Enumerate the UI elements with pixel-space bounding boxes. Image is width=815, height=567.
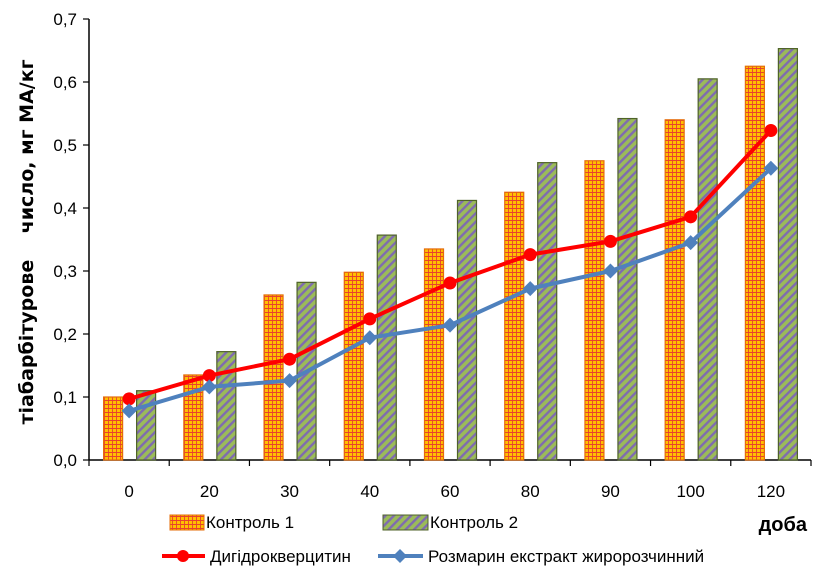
x-tick-label: 90 <box>601 482 620 501</box>
bar-control1 <box>664 119 685 461</box>
legend-item-dihydroquercetin: Дигідрокверцитин <box>162 547 351 566</box>
point-dihydroquercetin <box>523 248 537 262</box>
bar-control2 <box>777 48 798 461</box>
legend-label-control2: Контроль 2 <box>430 513 518 532</box>
y-tick-label: 0,1 <box>53 388 77 407</box>
x-ticks: 0 20 30 40 60 80 90 100 120 <box>88 460 812 501</box>
bar-control1 <box>423 248 445 461</box>
point-dihydroquercetin <box>684 210 698 224</box>
point-rosemary <box>201 379 217 395</box>
bar-control2 <box>537 162 558 461</box>
bars <box>103 48 798 461</box>
bar-control2 <box>617 117 638 461</box>
bar-control2 <box>216 351 237 461</box>
y-tick-label: 0,6 <box>53 73 77 92</box>
bar-control2 <box>136 390 157 461</box>
legend-item-control1: Контроль 1 <box>169 513 294 532</box>
point-dihydroquercetin <box>122 392 136 406</box>
y-tick-label: 0,3 <box>53 262 77 281</box>
point-rosemary <box>362 330 378 346</box>
x-tick-label: 80 <box>521 482 540 501</box>
x-tick-label: 60 <box>441 482 460 501</box>
x-tick-label: 0 <box>124 482 133 501</box>
point-dihydroquercetin <box>443 276 457 290</box>
point-dihydroquercetin <box>603 234 617 248</box>
bar-control2 <box>697 78 718 461</box>
point-rosemary <box>121 403 137 419</box>
x-tick-label: 30 <box>280 482 299 501</box>
legend-label-control1: Контроль 1 <box>206 513 294 532</box>
bar-control1 <box>103 396 124 461</box>
x-tick-label: 100 <box>676 482 704 501</box>
point-rosemary <box>602 263 618 279</box>
legend-marker-rosemary <box>393 549 407 563</box>
point-rosemary <box>683 235 699 251</box>
legend-swatch-control2 <box>382 514 429 531</box>
bar-control2 <box>376 234 397 461</box>
bar-control1 <box>183 374 204 461</box>
bar-control1 <box>584 160 605 461</box>
y-axis-label: тіабарбітурове число, мг МА/кг <box>16 59 38 424</box>
legend-item-rosemary: Розмарин екстракт жиророзчинний <box>378 547 704 566</box>
legend-marker-dihydroquercetin <box>177 550 189 562</box>
bar-control1 <box>744 65 765 461</box>
y-tick-label: 0,0 <box>53 451 77 470</box>
y-tick-label: 0,7 <box>53 10 77 29</box>
legend-label-dihydroquercetin: Дигідрокверцитин <box>210 547 351 566</box>
x-axis-label: доба <box>759 514 808 536</box>
x-tick-label: 120 <box>757 482 785 501</box>
legend-label-rosemary: Розмарин екстракт жиророзчинний <box>428 547 704 566</box>
bar-control1 <box>263 294 284 461</box>
x-tick-label: 20 <box>200 482 219 501</box>
point-dihydroquercetin <box>202 369 216 383</box>
point-rosemary <box>282 373 298 389</box>
point-dihydroquercetin <box>363 312 377 326</box>
point-dihydroquercetin <box>764 124 778 138</box>
legend: Контроль 1 Контроль 2 Дигідрокверцитин Р… <box>162 513 704 566</box>
legend-swatch-control1 <box>169 514 205 531</box>
point-rosemary <box>522 281 538 297</box>
lines <box>121 124 779 419</box>
y-ticks: 0,0 0,1 0,2 0,3 0,4 0,5 0,6 0,7 <box>53 10 89 470</box>
x-tick-label: 40 <box>360 482 379 501</box>
point-dihydroquercetin <box>283 352 297 366</box>
point-rosemary <box>763 160 779 176</box>
legend-item-control2: Контроль 2 <box>382 513 518 532</box>
bar-control2 <box>456 199 478 461</box>
point-rosemary <box>442 317 458 333</box>
axes: 0,0 0,1 0,2 0,3 0,4 0,5 0,6 0,7 0 20 30 40 60 80 90 10… <box>53 10 812 501</box>
bar-control1 <box>343 271 364 461</box>
y-tick-label: 0,5 <box>53 136 77 155</box>
y-tick-label: 0,4 <box>53 199 77 218</box>
y-tick-label: 0,2 <box>53 325 77 344</box>
bar-control1 <box>504 191 525 461</box>
